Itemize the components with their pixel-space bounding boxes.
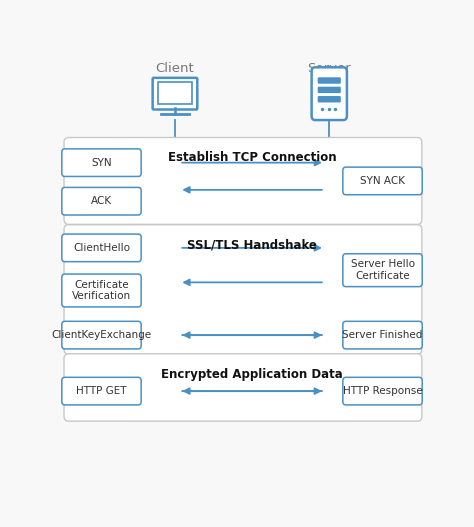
Text: Establish TCP Connection: Establish TCP Connection bbox=[168, 151, 337, 164]
FancyBboxPatch shape bbox=[318, 86, 341, 93]
Text: HTTP GET: HTTP GET bbox=[76, 386, 127, 396]
FancyBboxPatch shape bbox=[158, 82, 192, 104]
Text: ClientHello: ClientHello bbox=[73, 243, 130, 253]
FancyBboxPatch shape bbox=[64, 354, 422, 421]
FancyBboxPatch shape bbox=[64, 225, 422, 354]
Text: ACK: ACK bbox=[91, 196, 112, 206]
Text: ClientKeyExchange: ClientKeyExchange bbox=[52, 330, 152, 340]
FancyBboxPatch shape bbox=[153, 78, 197, 110]
FancyBboxPatch shape bbox=[318, 77, 341, 84]
Text: Certificate
Verification: Certificate Verification bbox=[72, 280, 131, 301]
FancyBboxPatch shape bbox=[62, 321, 141, 349]
FancyBboxPatch shape bbox=[343, 254, 422, 287]
FancyBboxPatch shape bbox=[311, 67, 347, 120]
Text: Server Hello
Certificate: Server Hello Certificate bbox=[350, 259, 415, 281]
Text: Server: Server bbox=[307, 62, 351, 75]
FancyBboxPatch shape bbox=[62, 188, 141, 215]
FancyBboxPatch shape bbox=[318, 96, 341, 102]
FancyBboxPatch shape bbox=[64, 138, 422, 225]
FancyBboxPatch shape bbox=[343, 167, 422, 194]
FancyBboxPatch shape bbox=[343, 321, 422, 349]
Text: SYN: SYN bbox=[91, 158, 112, 168]
FancyBboxPatch shape bbox=[343, 377, 422, 405]
Text: SSL/TLS Handshake: SSL/TLS Handshake bbox=[187, 239, 317, 251]
Text: SYN ACK: SYN ACK bbox=[360, 176, 405, 186]
FancyBboxPatch shape bbox=[62, 377, 141, 405]
Text: Server Finished: Server Finished bbox=[342, 330, 423, 340]
FancyBboxPatch shape bbox=[62, 274, 141, 307]
Text: Client: Client bbox=[155, 62, 194, 75]
Text: HTTP Response: HTTP Response bbox=[343, 386, 422, 396]
Text: Encrypted Application Data: Encrypted Application Data bbox=[161, 368, 343, 380]
FancyBboxPatch shape bbox=[62, 234, 141, 262]
FancyBboxPatch shape bbox=[62, 149, 141, 177]
